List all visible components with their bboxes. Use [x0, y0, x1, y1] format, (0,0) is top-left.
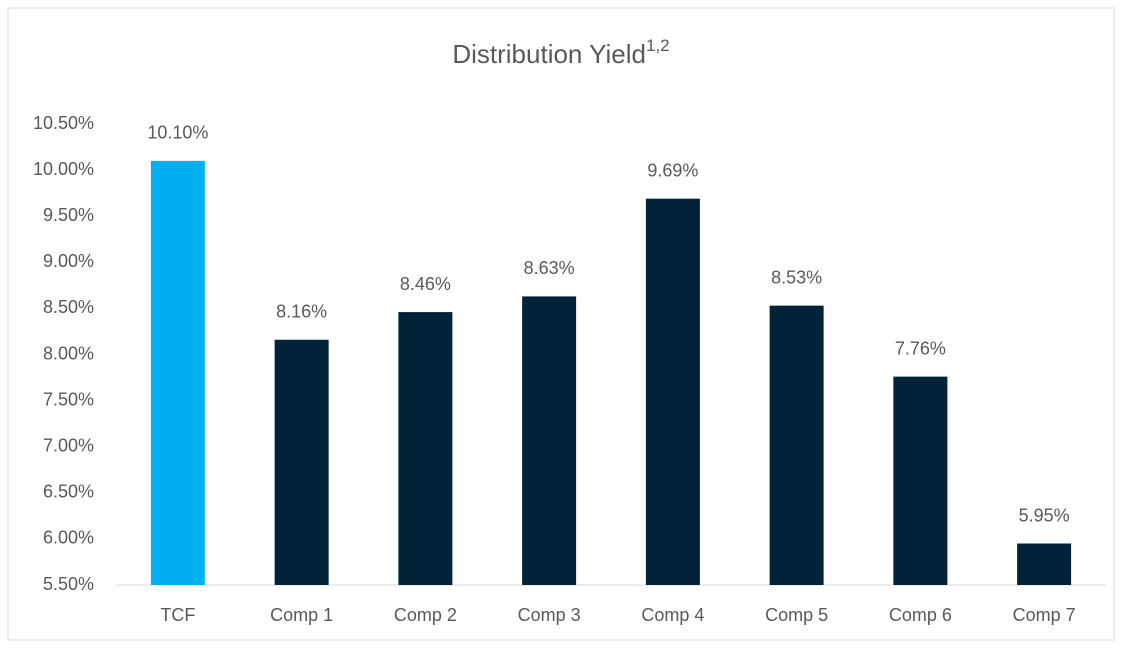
x-tick-label: Comp 4: [641, 605, 704, 625]
bar: [522, 296, 577, 585]
chart-title: Distribution Yield1,2: [452, 36, 669, 68]
data-label: 8.46%: [400, 274, 451, 294]
y-tick-label: 6.50%: [43, 482, 94, 502]
data-label: 8.53%: [771, 267, 822, 287]
x-tick-label: Comp 3: [518, 605, 581, 625]
y-tick-label: 7.50%: [43, 389, 94, 409]
y-tick-label: 8.50%: [43, 297, 94, 317]
bar: [150, 160, 205, 585]
bar: [769, 305, 824, 585]
bar: [274, 339, 329, 585]
x-tick-label: Comp 5: [765, 605, 828, 625]
bar: [645, 198, 700, 585]
x-tick-label: Comp 2: [394, 605, 457, 625]
title-text: Distribution Yield: [452, 39, 646, 69]
x-tick-label: Comp 1: [270, 605, 333, 625]
data-label: 7.76%: [895, 338, 946, 358]
bar: [398, 312, 453, 585]
x-tick-label: Comp 7: [1013, 605, 1076, 625]
y-tick-label: 7.00%: [43, 435, 94, 455]
y-tick-label: 10.00%: [33, 159, 94, 179]
title-superscript: 1,2: [646, 36, 670, 55]
data-label: 5.95%: [1019, 505, 1070, 525]
y-tick-label: 10.50%: [33, 113, 94, 133]
data-label: 8.16%: [276, 301, 327, 321]
y-tick-label: 9.50%: [43, 205, 94, 225]
x-tick-label: TCF: [160, 605, 195, 625]
bar: [1017, 543, 1072, 585]
y-tick-label: 5.50%: [43, 574, 94, 594]
y-tick-label: 8.00%: [43, 343, 94, 363]
y-tick-label: 9.00%: [43, 251, 94, 271]
data-label: 10.10%: [147, 123, 208, 143]
y-tick-label: 6.00%: [43, 528, 94, 548]
bar: [893, 376, 948, 585]
x-tick-label: Comp 6: [889, 605, 952, 625]
data-label: 8.63%: [524, 258, 575, 278]
data-label: 9.69%: [647, 160, 698, 180]
